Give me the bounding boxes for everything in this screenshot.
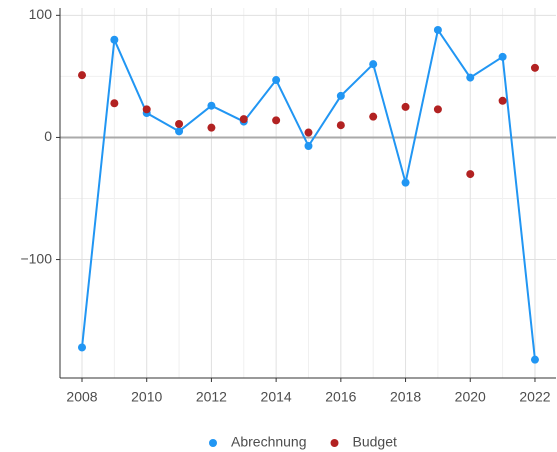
x-tick-label: 2008 [66,389,97,405]
x-tick-label: 2012 [196,389,227,405]
point [304,128,313,137]
point [401,178,410,187]
legend-marker [209,439,217,447]
y-tick-label: 0 [44,128,52,144]
x-tick-label: 2016 [325,389,356,405]
point [498,96,507,105]
point [239,115,248,124]
point [433,105,442,114]
point [272,116,281,125]
point [466,73,475,82]
point [78,343,87,352]
y-tick-label: −100 [20,250,52,266]
point [207,123,216,132]
y-tick-label: 100 [29,6,53,22]
point [369,60,378,69]
point [530,355,539,364]
point [466,170,475,179]
x-tick-label: 2010 [131,389,162,405]
point [336,121,345,130]
point [401,102,410,111]
point [498,52,507,61]
x-tick-label: 2014 [261,389,292,405]
point [110,99,119,108]
x-tick-label: 2022 [519,389,550,405]
point [175,120,184,129]
point [530,63,539,72]
point [433,25,442,34]
x-tick-label: 2020 [455,389,486,405]
point [304,141,313,150]
legend-label: Abrechnung [231,434,307,450]
point [336,91,345,100]
legend-marker [330,439,339,447]
point [142,105,151,114]
point [272,76,281,85]
point [207,101,216,110]
x-tick-label: 2018 [390,389,421,405]
point [110,35,119,44]
point [369,112,378,121]
point [175,127,184,136]
legend-label: Budget [353,434,397,450]
point [78,71,87,80]
